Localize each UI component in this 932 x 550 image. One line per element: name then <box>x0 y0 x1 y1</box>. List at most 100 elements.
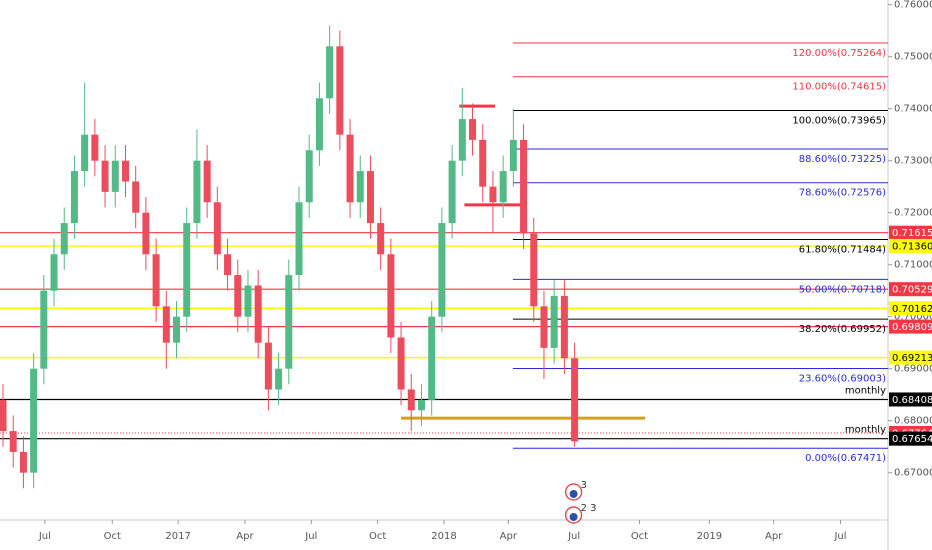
candle-body <box>305 150 313 203</box>
candle-body <box>101 160 109 192</box>
level-note: monthly <box>845 425 886 436</box>
candle-body <box>448 160 456 224</box>
price-tag-label: 0.69213 <box>892 353 932 364</box>
candle-body <box>550 295 558 348</box>
candle-body <box>275 368 283 390</box>
price-tag-label: 0.68408 <box>892 395 932 406</box>
fib-label: 38.20%(0.69952) <box>799 324 886 335</box>
candle-body <box>469 119 477 140</box>
price-tag-label: 0.71615 <box>892 228 932 239</box>
x-tick-label: 2017 <box>165 531 190 542</box>
price-tag <box>889 392 932 407</box>
candle-body <box>9 431 17 452</box>
event-flag <box>569 513 578 521</box>
x-tick-label: Jul <box>833 531 846 542</box>
candle-body <box>509 139 517 172</box>
x-tick-label: Oct <box>369 531 386 542</box>
y-tick-label: 0.73000 <box>894 156 932 167</box>
candle-body <box>530 233 538 307</box>
candle-body <box>428 316 436 400</box>
candle-body <box>203 160 211 203</box>
fib-label: 61.80%(0.71484) <box>799 245 886 256</box>
y-tick-label: 0.68000 <box>894 416 932 427</box>
candle-body <box>326 46 334 99</box>
candle-body <box>91 134 99 161</box>
fib-label: 88.60%(0.73225) <box>799 154 886 165</box>
fib-label: 100.00%(0.73965) <box>792 116 886 127</box>
candle-body <box>40 290 48 369</box>
fib-label: 50.00%(0.70718) <box>799 284 886 295</box>
candle-body <box>397 337 405 390</box>
price-tag-label: 0.70529 <box>892 285 932 296</box>
candle-body <box>254 285 262 343</box>
fib-label: 0.00%(0.67471) <box>805 453 886 464</box>
price-tag <box>889 282 932 297</box>
candle-body <box>520 139 528 234</box>
price-tag-label: 0.71360 <box>892 241 932 252</box>
x-tick-label: Jul <box>304 531 317 542</box>
candle-body <box>438 223 446 317</box>
x-tick-label: 2018 <box>431 531 456 542</box>
candle-body <box>50 254 58 291</box>
price-tag-label: 0.70162 <box>892 304 932 315</box>
candle-body <box>458 119 466 161</box>
x-tick-label: Apr <box>765 531 783 542</box>
candle-body <box>30 368 38 473</box>
candle-body <box>315 98 323 151</box>
y-tick-label: 0.72000 <box>894 208 932 219</box>
x-tick-label: Oct <box>104 531 121 542</box>
x-tick-label: Jul <box>38 531 51 542</box>
candle-body <box>479 139 487 187</box>
price-tag <box>889 319 932 334</box>
candle-body <box>336 46 344 135</box>
fib-label: 23.60%(0.69003) <box>799 374 886 385</box>
candle-body <box>142 212 150 255</box>
level-note: monthly <box>845 385 886 396</box>
price-tag <box>889 301 932 316</box>
event-flag <box>569 490 578 498</box>
x-tick-label: Jul <box>567 531 580 542</box>
candle-body <box>499 171 507 203</box>
candle-body <box>377 223 385 255</box>
candle-body <box>489 186 497 203</box>
candle-body <box>162 306 170 343</box>
candle-body <box>264 342 272 390</box>
fib-label: 78.60%(0.72576) <box>799 188 886 199</box>
candle-body <box>285 275 293 369</box>
candle-body <box>387 254 395 338</box>
candle-body <box>121 160 129 182</box>
candle-body <box>213 202 221 255</box>
candle-body <box>346 134 354 203</box>
event-label: 2 3 <box>581 503 597 514</box>
y-tick-label: 0.69000 <box>894 364 932 375</box>
candle-body <box>244 285 252 317</box>
candle-body <box>173 316 181 343</box>
candle-body <box>60 223 68 255</box>
y-tick-label: 0.67000 <box>894 468 932 479</box>
candle-body <box>407 389 415 411</box>
price-tag-label: 0.69809 <box>892 322 932 333</box>
candle-body <box>70 171 78 224</box>
fib-label: 110.00%(0.74615) <box>792 82 886 93</box>
candle-body <box>224 254 232 276</box>
candle-body <box>152 254 160 307</box>
fib-label: 120.00%(0.75264) <box>792 48 886 59</box>
event-label: 3 <box>581 480 587 491</box>
candle-body <box>295 202 303 276</box>
y-tick-label: 0.70000 <box>894 312 932 323</box>
candle-body <box>132 181 140 213</box>
y-tick-label: 0.76000 <box>894 0 932 11</box>
candle-body <box>417 399 425 411</box>
candle-body <box>560 295 568 359</box>
candle-body <box>19 451 27 473</box>
price-tag <box>889 225 932 240</box>
candle-body <box>571 358 579 442</box>
candle-body <box>193 160 201 224</box>
y-tick-label: 0.74000 <box>894 104 932 115</box>
candle-body <box>234 275 242 317</box>
candle-body <box>366 171 374 224</box>
x-tick-label: Apr <box>500 531 518 542</box>
candle-body <box>356 171 364 203</box>
candle-body <box>183 223 191 317</box>
